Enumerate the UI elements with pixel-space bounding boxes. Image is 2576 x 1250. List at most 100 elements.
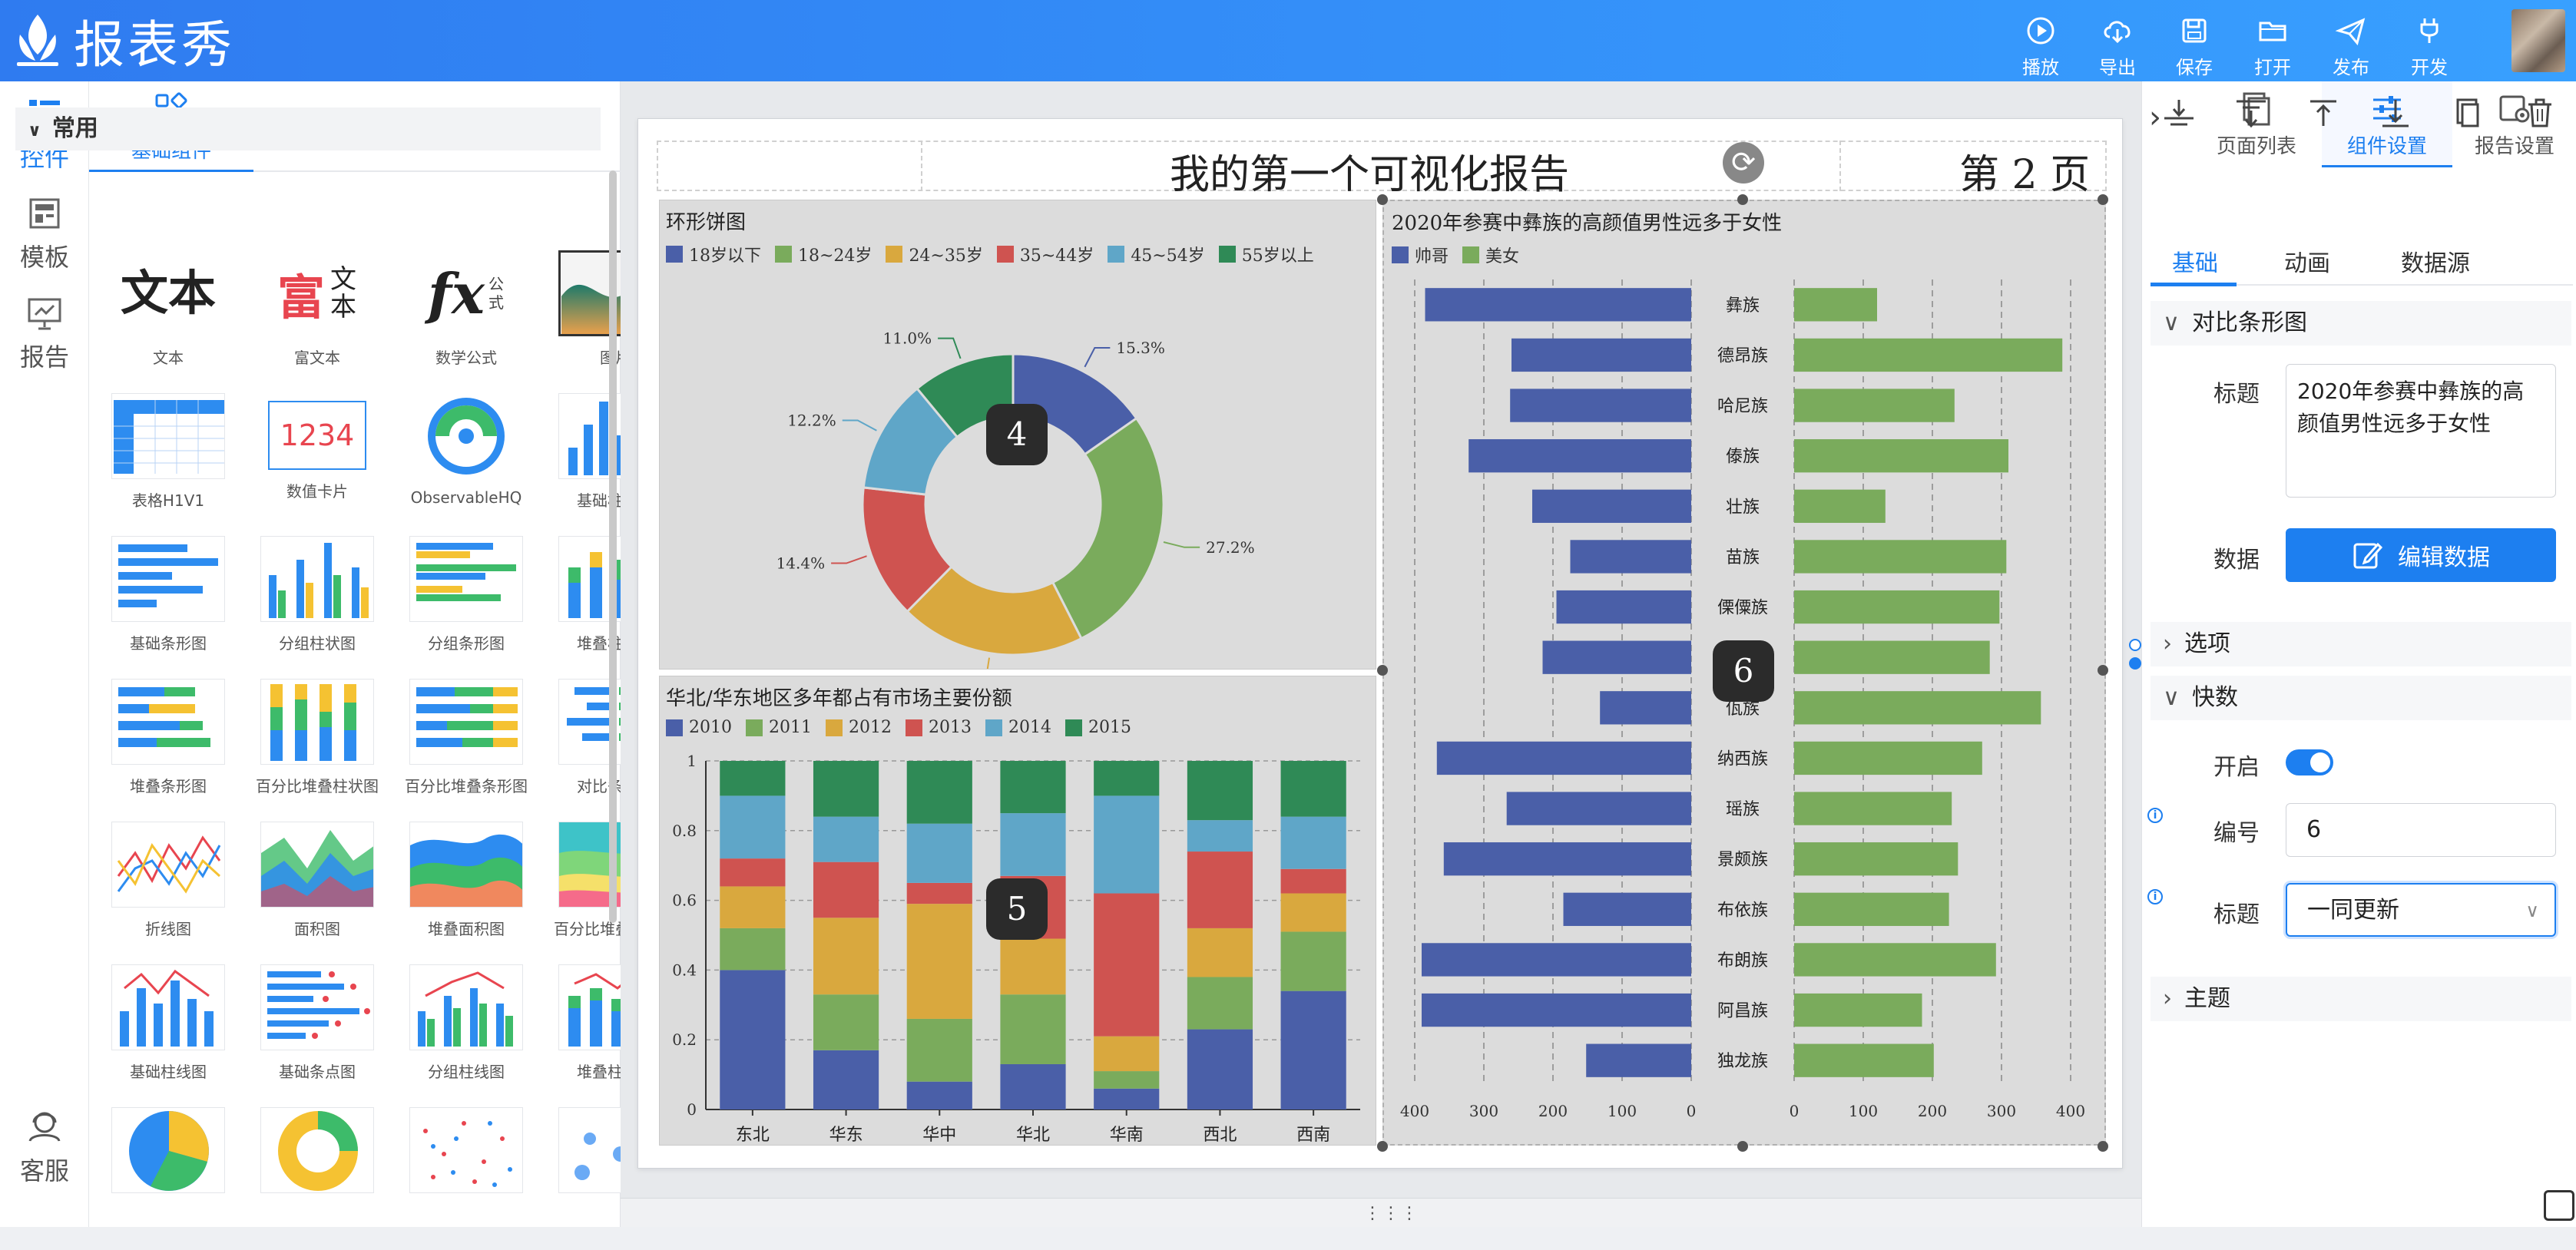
legend-item[interactable]: 45~54岁 xyxy=(1108,242,1205,266)
title-textarea[interactable]: 2020年参赛中彝族的高颜值男性远多于女性 xyxy=(2286,364,2556,498)
fullscreen-corner-icon[interactable] xyxy=(2544,1190,2574,1221)
compare-bar-left[interactable] xyxy=(1532,489,1691,523)
stacked-bar-segment[interactable] xyxy=(906,1018,972,1082)
compare-bar-right[interactable] xyxy=(1794,540,2007,574)
stacked-bar-segment[interactable] xyxy=(1094,1036,1160,1072)
compare-bar-left[interactable] xyxy=(1443,842,1691,876)
stacked-bar-segment[interactable] xyxy=(720,886,786,928)
edit-data-button[interactable]: 编辑数据 xyxy=(2286,528,2556,582)
compare-bar-left[interactable] xyxy=(1563,892,1692,926)
stacked-bar-segment[interactable] xyxy=(1000,761,1066,814)
component-basic-bar[interactable]: 基础条形图 xyxy=(100,536,237,679)
component-area[interactable]: 面积图 xyxy=(249,822,386,964)
compare-bar-left[interactable] xyxy=(1468,439,1691,473)
copy-button[interactable] xyxy=(2450,95,2485,131)
compare-bar-left[interactable] xyxy=(1542,640,1692,674)
resize-handle[interactable] xyxy=(2098,1141,2108,1152)
component-formula[interactable]: fx 公式 数学公式 xyxy=(398,250,535,393)
resize-handle[interactable] xyxy=(2098,665,2108,676)
stacked-bar-segment[interactable] xyxy=(906,1081,972,1109)
save-button[interactable]: 保存 xyxy=(2160,11,2229,78)
stacked-bar-segment[interactable] xyxy=(720,795,786,859)
compare-bar-left[interactable] xyxy=(1436,741,1691,775)
stacked-bar-segment[interactable] xyxy=(1280,893,1346,932)
compare-bar-right[interactable] xyxy=(1794,389,1955,422)
component-table[interactable]: 表格H1V1 xyxy=(100,393,237,536)
stacked-bar-segment[interactable] xyxy=(813,918,879,995)
component-bar-dot[interactable]: 基础条点图 xyxy=(249,964,386,1107)
stacked-bar-segment[interactable] xyxy=(906,761,972,824)
stacked-bar-segment[interactable] xyxy=(1187,1029,1253,1109)
stacked-bar-segment[interactable] xyxy=(1094,893,1160,1037)
report-title[interactable]: 我的第一个可视化报告 xyxy=(1170,152,1570,198)
component-rich-text[interactable]: 富文本 富文本 xyxy=(249,250,386,393)
compare-bar-right[interactable] xyxy=(1794,842,1958,876)
export-button[interactable]: 导出 xyxy=(2083,11,2152,78)
number-input[interactable]: 6 xyxy=(2286,803,2556,857)
component-text[interactable]: 文本 文本 xyxy=(100,250,237,393)
compare-bar-left[interactable] xyxy=(1600,691,1691,725)
stacked-bar-segment[interactable] xyxy=(1187,928,1253,977)
stacked-bar-segment[interactable] xyxy=(1094,795,1160,894)
stacked-bar-segment[interactable] xyxy=(1280,761,1346,817)
stacked-bar-segment[interactable] xyxy=(720,761,786,796)
stacked-bar-segment[interactable] xyxy=(720,970,786,1109)
donut-slice[interactable] xyxy=(906,564,1083,656)
component-grouped-column-line[interactable]: 分组柱线图 xyxy=(398,964,535,1107)
stacked-bar-segment[interactable] xyxy=(1000,1063,1066,1109)
stacked-bar-segment[interactable] xyxy=(1000,994,1066,1064)
subtab-basic[interactable]: 基础 xyxy=(2172,250,2218,277)
component-stacked-bar[interactable]: 堆叠条形图 xyxy=(100,679,237,822)
compare-bar-left[interactable] xyxy=(1556,590,1692,624)
resize-handle[interactable] xyxy=(1377,194,1388,205)
open-button[interactable]: 打开 xyxy=(2238,11,2307,78)
subtab-datasource[interactable]: 数据源 xyxy=(2401,250,2470,277)
delete-button[interactable] xyxy=(2522,95,2558,131)
develop-button[interactable]: 开发 xyxy=(2395,11,2464,78)
stacked-bar-segment[interactable] xyxy=(1000,813,1066,876)
align-top-button[interactable] xyxy=(2306,95,2341,131)
compare-bar-right[interactable] xyxy=(1794,943,1996,977)
compare-bar-right[interactable] xyxy=(1794,338,2063,372)
component-basic-column-line[interactable]: 基础柱线图 xyxy=(100,964,237,1107)
compare-bar-right[interactable] xyxy=(1794,892,1949,926)
resize-handle[interactable] xyxy=(1737,194,1748,205)
stacked-bar-segment[interactable] xyxy=(720,858,786,887)
compare-bar-right[interactable] xyxy=(1794,640,1990,674)
collapse-right-panel-icon[interactable]: › xyxy=(2149,100,2161,135)
stacked-bar-segment[interactable] xyxy=(720,928,786,971)
stacked-bar-segment[interactable] xyxy=(1000,938,1066,995)
stacked-bar-segment[interactable] xyxy=(906,904,972,1019)
subtab-animation[interactable]: 动画 xyxy=(2284,250,2330,277)
legend-item[interactable]: 2012 xyxy=(826,718,892,737)
component-stacked-area[interactable]: 堆叠面积图 xyxy=(398,822,535,964)
customer-service[interactable]: 客服 xyxy=(0,1106,89,1187)
compare-bar-left[interactable] xyxy=(1586,1043,1691,1077)
stacked-bar-segment[interactable] xyxy=(1094,1071,1160,1089)
title-sync-select[interactable]: 一同更新 ∨ xyxy=(2286,883,2556,937)
stacked-bar-segment[interactable] xyxy=(1187,761,1253,821)
stacked-bar-segment[interactable] xyxy=(1280,816,1346,869)
refresh-icon[interactable]: ⟳ xyxy=(1723,142,1764,184)
component-observablehq[interactable]: ObservableHQ xyxy=(398,393,535,536)
info-icon[interactable]: i xyxy=(2147,889,2163,904)
stacked-bar-segment[interactable] xyxy=(1280,990,1346,1109)
group-theme[interactable]: › 主题 xyxy=(2151,977,2571,1021)
library-scrollbar[interactable] xyxy=(609,170,617,923)
compare-bar-right[interactable] xyxy=(1794,792,1952,825)
compare-bar-left[interactable] xyxy=(1511,338,1691,372)
side-connector-handle[interactable] xyxy=(2129,639,2141,651)
legend-item[interactable]: 35~44岁 xyxy=(996,242,1094,266)
compare-bar-left[interactable] xyxy=(1425,288,1692,322)
legend-item[interactable]: 18岁以下 xyxy=(666,242,761,266)
component-percent-stacked-column[interactable]: 百分比堆叠柱状图 xyxy=(249,679,386,822)
legend-item[interactable]: 2015 xyxy=(1065,718,1131,737)
nav-templates[interactable]: 模板 xyxy=(0,193,89,273)
stacked-bar-segment[interactable] xyxy=(1094,1088,1160,1109)
enable-toggle[interactable] xyxy=(2286,749,2333,775)
compare-bar-right[interactable] xyxy=(1794,288,1877,322)
resize-handle[interactable] xyxy=(1377,665,1388,676)
tab-component-settings[interactable]: 组件设置 xyxy=(2322,81,2452,167)
legend-item[interactable]: 18~24岁 xyxy=(775,242,872,266)
resize-handle[interactable] xyxy=(1377,1141,1388,1152)
